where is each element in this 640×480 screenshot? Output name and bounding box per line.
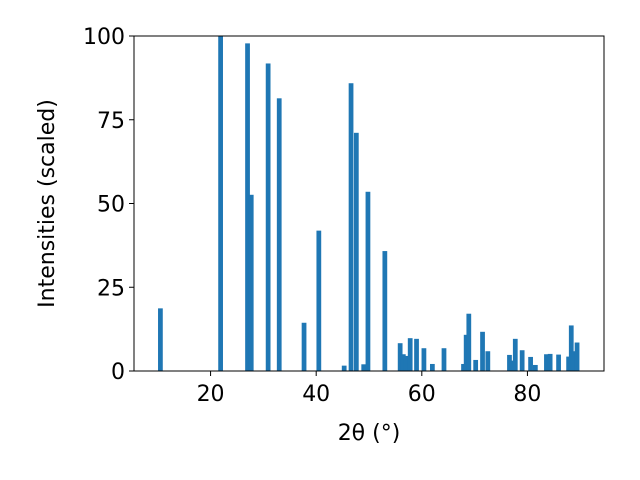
bar bbox=[566, 356, 571, 371]
bar bbox=[353, 132, 359, 371]
bar bbox=[341, 365, 347, 371]
y-tick-label: 100 bbox=[83, 25, 125, 50]
x-axis-label: 2θ (°) bbox=[338, 421, 401, 446]
y-tick-label: 50 bbox=[97, 193, 125, 218]
y-tick-label: 75 bbox=[97, 109, 125, 134]
bar bbox=[480, 331, 485, 371]
bar bbox=[485, 351, 491, 371]
bar bbox=[544, 354, 549, 371]
bar bbox=[463, 334, 469, 371]
bar bbox=[429, 363, 435, 371]
bar bbox=[414, 338, 419, 371]
bar bbox=[218, 36, 223, 371]
bar bbox=[574, 342, 580, 371]
bar bbox=[441, 348, 447, 371]
y-tick-label: 25 bbox=[97, 276, 125, 301]
x-tick-label: 20 bbox=[197, 382, 225, 407]
bar bbox=[532, 364, 538, 371]
bar bbox=[276, 98, 282, 371]
bar bbox=[403, 355, 409, 371]
bar bbox=[512, 338, 518, 371]
bar bbox=[461, 363, 466, 371]
bars-group bbox=[158, 36, 580, 372]
bar bbox=[400, 354, 406, 371]
bar bbox=[556, 354, 561, 371]
bar bbox=[265, 63, 271, 371]
x-tick-label: 60 bbox=[408, 382, 436, 407]
y-axis-ticks: 0 25 50 75 100 bbox=[83, 25, 134, 385]
bar bbox=[421, 348, 427, 371]
bar bbox=[570, 351, 576, 371]
bar bbox=[509, 360, 514, 371]
bar bbox=[361, 364, 367, 371]
bar bbox=[365, 191, 371, 371]
bar bbox=[382, 251, 388, 371]
bar bbox=[547, 353, 553, 371]
x-tick-label: 80 bbox=[513, 382, 541, 407]
x-axis-ticks: 20 40 60 80 bbox=[197, 371, 541, 407]
bar bbox=[158, 308, 163, 371]
bar bbox=[301, 322, 307, 371]
bar bbox=[568, 325, 574, 371]
bar bbox=[466, 313, 472, 371]
bar bbox=[519, 350, 525, 371]
bar bbox=[316, 230, 322, 371]
y-tick-label: 0 bbox=[111, 360, 125, 385]
bar bbox=[407, 338, 413, 371]
bar bbox=[397, 343, 403, 371]
bar bbox=[248, 194, 254, 371]
bar bbox=[348, 83, 354, 372]
x-tick-label: 40 bbox=[302, 382, 330, 407]
axes-frame bbox=[133, 35, 605, 372]
bar bbox=[245, 43, 250, 372]
bar bbox=[528, 356, 533, 371]
bar bbox=[473, 359, 479, 371]
y-axis-label: Intensities (scaled) bbox=[35, 99, 60, 308]
